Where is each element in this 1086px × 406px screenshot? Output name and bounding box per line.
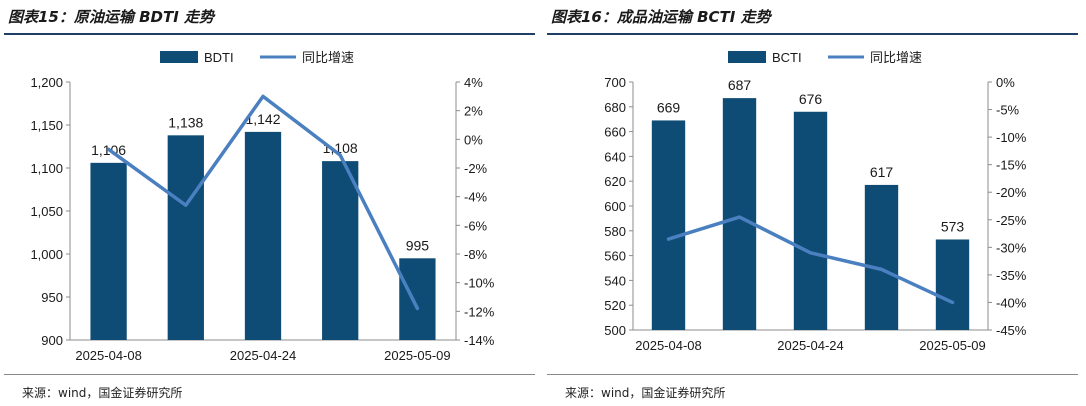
bar-value-label: 687 <box>728 77 752 93</box>
y-tick-label-left: 500 <box>604 323 626 338</box>
y-tick-label-left: 620 <box>604 174 626 189</box>
y-tick-label-right: -4% <box>464 190 488 205</box>
title-divider <box>547 33 1078 35</box>
x-tick-label: 2025-04-24 <box>777 338 844 353</box>
figure-title: 图表15：原油运输 BDTI 走势 <box>8 8 215 26</box>
y-tick-label-right: -45% <box>996 323 1027 338</box>
y-tick-label-left: 1,000 <box>30 247 63 262</box>
legend-label-bar: BCTI <box>772 50 802 65</box>
y-tick-label-left: 600 <box>604 199 626 214</box>
legend-label-line: 同比增速 <box>302 50 354 65</box>
y-tick-label-right: 0% <box>464 132 483 147</box>
y-tick-label-left: 900 <box>41 333 63 348</box>
y-tick-label-right: -15% <box>996 158 1027 173</box>
growth-line <box>666 215 955 305</box>
y-tick-label-right: -25% <box>996 213 1027 228</box>
bar <box>167 135 204 340</box>
legend-label-bar: BDTI <box>204 50 234 65</box>
x-tick-label: 2025-05-09 <box>384 348 451 363</box>
bar-value-label: 1,138 <box>168 114 203 130</box>
y-tick-label-left: 520 <box>604 298 626 313</box>
y-tick-label-right: 0% <box>996 75 1015 90</box>
bar <box>322 161 359 340</box>
y-tick-label-left: 1,050 <box>30 204 63 219</box>
legend-label-line: 同比增速 <box>870 50 922 65</box>
bar-value-label: 1,108 <box>323 140 358 156</box>
bar-value-label: 573 <box>941 218 965 234</box>
footer-divider <box>4 374 535 375</box>
bar <box>399 258 436 340</box>
bar <box>864 184 899 330</box>
source-note: 来源：wind，国金证券研究所 <box>22 386 183 400</box>
title-divider <box>4 33 535 35</box>
y-tick-label-right: 4% <box>464 75 483 90</box>
source-note: 来源：wind，国金证券研究所 <box>565 386 726 400</box>
y-tick-label-right: -30% <box>996 240 1027 255</box>
legend-swatch-bar <box>160 51 198 63</box>
y-tick-label-left: 580 <box>604 224 626 239</box>
bar-value-label: 617 <box>870 164 894 180</box>
y-tick-label-right: -10% <box>464 276 495 291</box>
footer-divider <box>547 374 1078 375</box>
y-tick-label-left: 1,200 <box>30 75 63 90</box>
bar <box>651 120 686 330</box>
y-tick-label-left: 540 <box>604 273 626 288</box>
y-tick-label-left: 1,150 <box>30 118 63 133</box>
bar-value-label: 669 <box>657 99 681 115</box>
y-tick-label-right: -40% <box>996 295 1027 310</box>
y-tick-label-right: -12% <box>464 304 495 319</box>
y-tick-label-right: -8% <box>464 247 488 262</box>
bar-value-label: 676 <box>799 91 823 107</box>
bcti-chart: BCTI 同比增速 700 680 660 640 620 600 580 560 540 520 50… <box>604 50 1027 353</box>
y-tick-label-left: 560 <box>604 249 626 264</box>
y-tick-label-right: -5% <box>996 103 1020 118</box>
bar <box>722 98 757 330</box>
y-tick-label-left: 700 <box>604 75 626 90</box>
y-tick-label-right: -2% <box>464 161 488 176</box>
figure-title: 图表16：成品油运输 BCTI 走势 <box>551 8 771 26</box>
growth-line <box>106 94 420 311</box>
chart-panel-bdti: 图表15：原油运输 BDTI 走势 BDTI 同比增速 1,200 1,150 1,10… <box>4 8 535 400</box>
y-tick-label-right: -20% <box>996 185 1027 200</box>
x-tick-label: 2025-04-24 <box>230 348 297 363</box>
x-tick-label: 2025-04-08 <box>635 338 702 353</box>
y-tick-label-right: -14% <box>464 333 495 348</box>
x-tick-label: 2025-05-09 <box>919 338 986 353</box>
y-tick-label-right: -6% <box>464 218 488 233</box>
y-tick-label-right: -35% <box>996 268 1027 283</box>
chart-panel-bcti: 图表16：成品油运输 BCTI 走势 BCTI 同比增速 700 680 660 640 6… <box>543 0 1086 406</box>
legend-swatch-bar <box>728 51 766 63</box>
y-tick-label-left: 660 <box>604 125 626 140</box>
bar <box>935 239 970 330</box>
bar <box>244 131 282 340</box>
bdti-chart: BDTI 同比增速 1,200 1,150 1,100 1,050 1,000 950 900 4… <box>30 50 495 363</box>
y-tick-label-right: 2% <box>464 104 483 119</box>
bar <box>793 111 828 330</box>
y-tick-label-left: 640 <box>604 149 626 164</box>
bar <box>90 162 127 340</box>
y-tick-label-left: 950 <box>41 290 63 305</box>
bar-value-label: 995 <box>406 237 430 253</box>
x-tick-label: 2025-04-08 <box>75 348 142 363</box>
y-tick-label-right: -10% <box>996 130 1027 145</box>
bar-value-label: 1,142 <box>245 111 280 127</box>
y-tick-label-left: 1,100 <box>30 161 63 176</box>
y-tick-label-left: 680 <box>604 100 626 115</box>
